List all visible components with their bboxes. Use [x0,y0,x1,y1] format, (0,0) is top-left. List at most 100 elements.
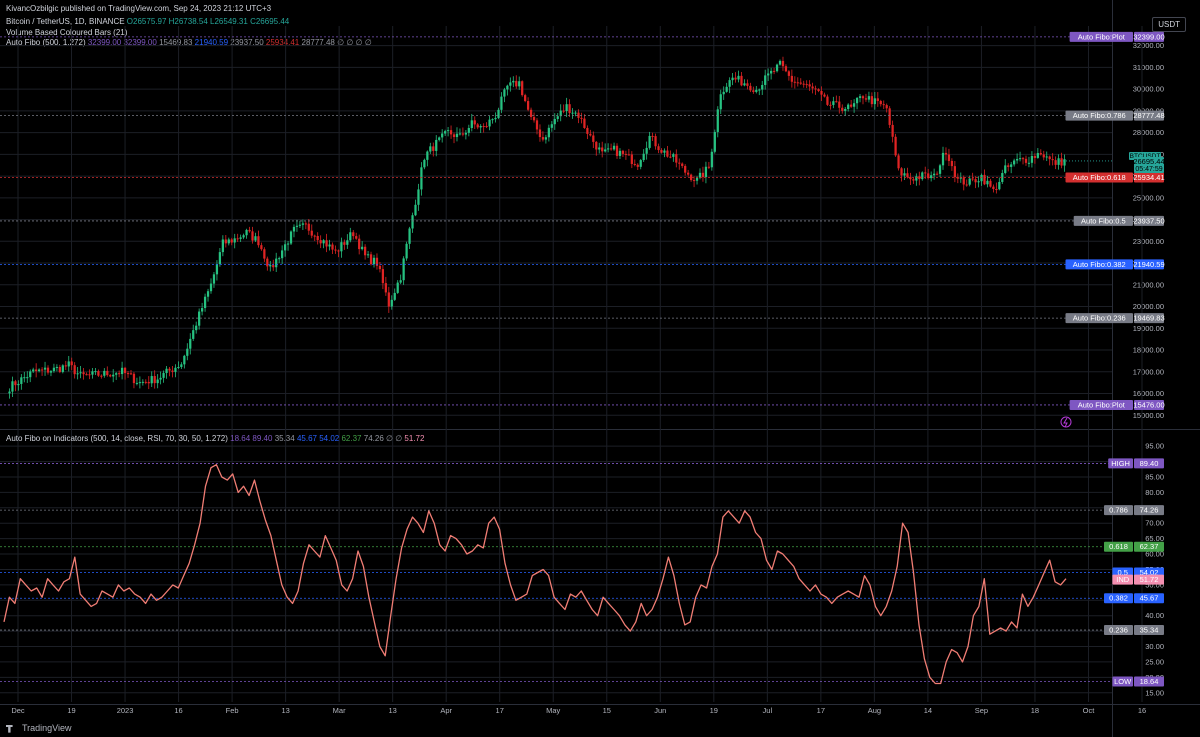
candle-body [408,228,411,244]
candle-body [1004,165,1007,174]
candle-body [390,299,393,307]
time-tick-label: 19 [67,706,75,715]
indicator-level-value: 62.37 [1140,542,1159,551]
candle-body [838,101,841,108]
candle-body [630,154,633,164]
candle-body [930,175,933,179]
candle-body [817,89,820,91]
rsi-tick-label: 70.00 [1145,519,1164,528]
candle-body [76,373,79,375]
time-tick-label: 17 [496,706,504,715]
candle-body [823,94,826,97]
candle-body [414,204,417,216]
candle-body [500,96,503,110]
last-price-badge [1134,156,1164,173]
rsi-value: ∅ [386,434,393,443]
candle-body [571,112,574,114]
candle-body [909,177,912,180]
autofibo-indicator-line[interactable]: Auto Fibo (500, 1.272) 32399.00 32399.00… [6,38,372,47]
candle-body [835,101,838,103]
candle-body [248,229,251,232]
candle-body [369,254,373,265]
candle-body [879,101,882,105]
rsi-indicator-line[interactable]: Auto Fibo on Indicators (500, 14, close,… [6,434,424,443]
candle-body [310,230,313,236]
currency-button[interactable]: USDT [1152,17,1186,32]
fibo-name-label: Auto Fibo:0.236 [1073,314,1126,323]
candle-body [684,165,687,173]
candle-body [260,245,263,250]
candle-body [944,152,948,155]
volume-indicator-label[interactable]: Volume Based Coloured Bars (21) [6,28,128,37]
candle-body [796,82,799,84]
autofibo-value: 15469.83 [159,38,193,47]
tradingview-logo[interactable]: TradingView [6,723,72,733]
candle-body [624,153,628,155]
autofibo-value: ∅ [355,38,363,47]
candle-body [787,71,791,76]
candle-body [509,82,512,86]
alert-flash-icon [1063,417,1068,428]
candle-body [227,239,230,244]
candle-body [778,60,782,65]
candle-body [681,163,684,166]
indicator-level-name-badge [1112,676,1133,687]
candle-body [236,238,239,240]
candle-body [805,84,808,86]
candle-body [1045,156,1048,158]
rsi-tick-label: 40.00 [1145,611,1164,620]
candle-body [962,177,965,185]
candle-body [864,98,868,100]
candle-body [209,283,213,292]
candle-body [512,80,515,83]
candle-body [897,155,900,169]
candle-body [716,109,719,132]
candle-body [195,325,198,331]
candle-body [612,145,616,150]
time-tick-label: Dec [11,706,25,715]
price-tick-label: 25000.00 [1133,193,1164,202]
candle-body [29,371,32,378]
candle-body [337,250,340,252]
candle-body [678,162,681,164]
candle-body [103,370,106,376]
candle-body [529,109,533,118]
candle-body [11,381,14,392]
indicator-level-name-badge [1108,458,1133,469]
candle-body [23,377,26,379]
time-tick-label: Mar [333,706,346,715]
candle-body [639,160,642,167]
candle-body [61,365,64,372]
candle-body [138,382,142,384]
candle-body [595,141,598,150]
indicator-level-value-badge [1134,593,1164,604]
alert-flash-icon[interactable] [1060,416,1072,428]
candle-body [1010,164,1013,167]
candle-body [402,258,405,281]
fibo-price-value: 25934.41 [1133,173,1164,182]
candle-body [790,75,793,82]
time-tick-label: 15 [603,706,611,715]
indicator-level-value-badge [1134,458,1164,469]
candle-body [556,116,559,119]
candle-body [900,168,903,176]
candle-body [645,147,648,154]
candle-body [292,226,296,232]
candle-body [298,224,302,226]
candle-body [983,174,986,185]
time-tick-label: Jul [763,706,773,715]
candle-body [438,137,441,140]
candle-body [574,112,577,114]
candle-body [941,152,945,166]
candle-body [168,368,171,371]
candle-body [257,236,260,246]
candle-body [97,371,100,376]
candle-body [775,64,779,72]
candle-body [251,231,254,241]
candle-body [43,367,47,370]
fibo-name-badge [1065,259,1133,270]
candle-body [719,94,722,110]
candle-body [242,235,245,238]
fibo-price-badge [1134,110,1164,121]
